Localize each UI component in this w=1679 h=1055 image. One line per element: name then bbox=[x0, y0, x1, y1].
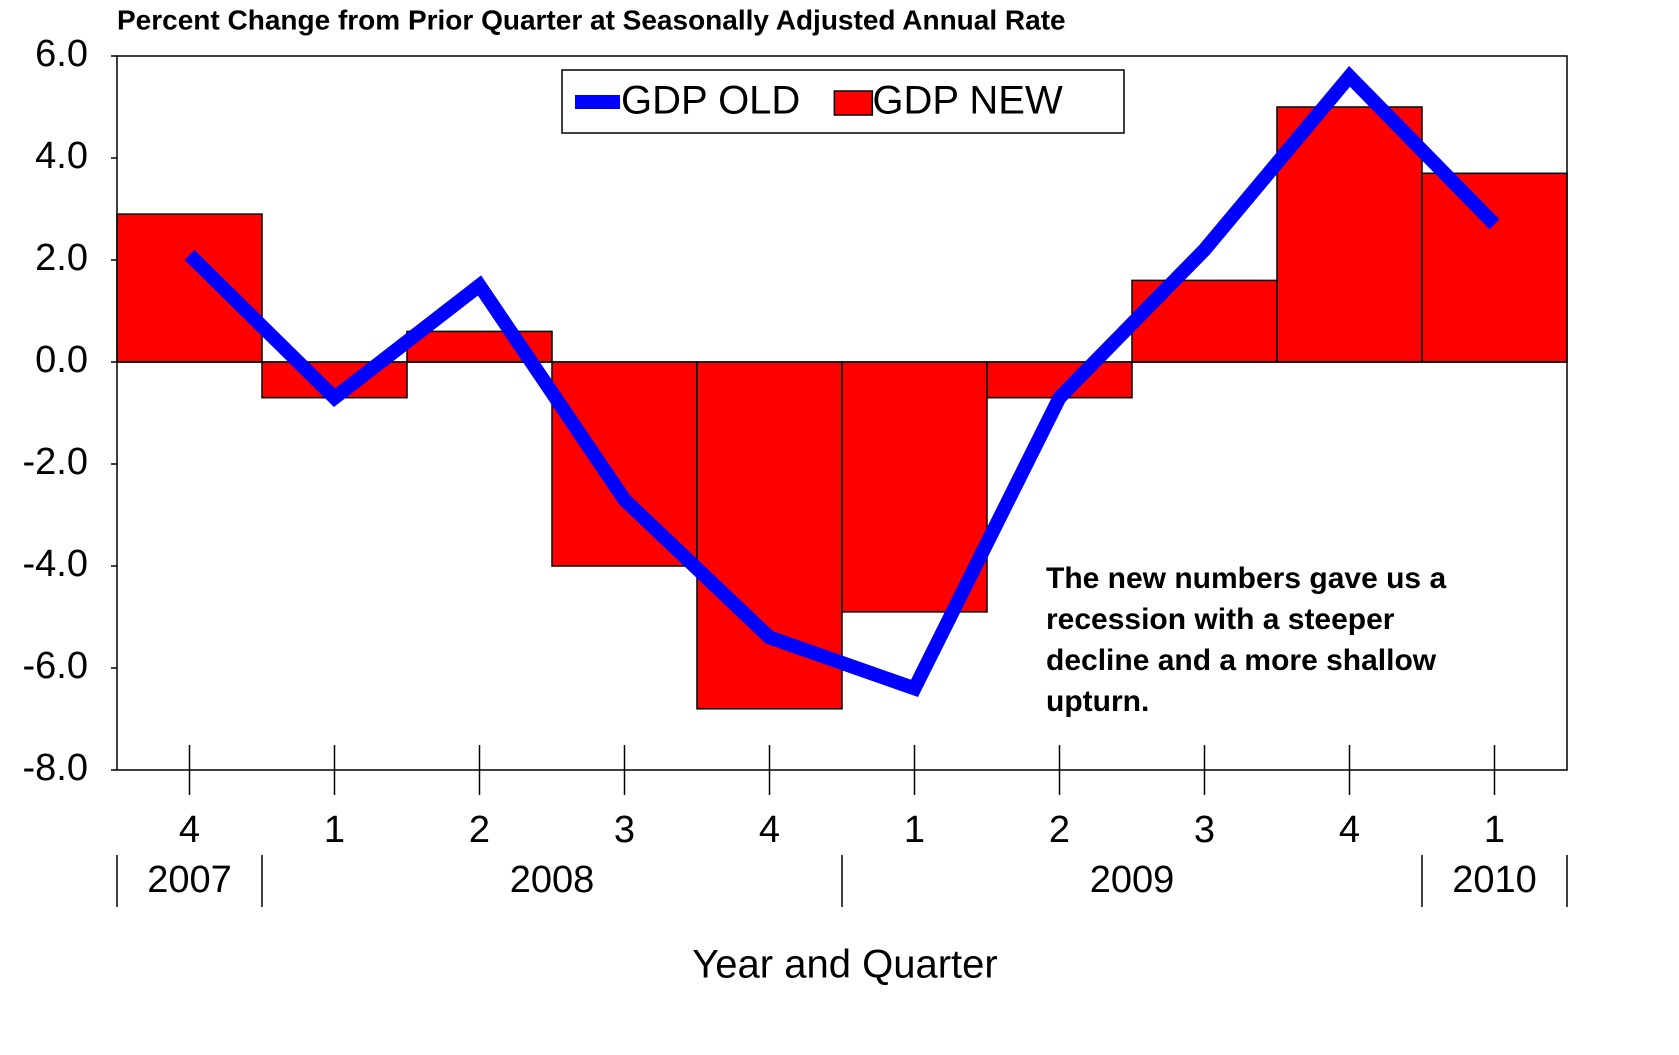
y-tick-label: -8.0 bbox=[23, 747, 88, 789]
x-tick-label: 2 bbox=[469, 809, 490, 851]
year-label: 2008 bbox=[510, 859, 595, 901]
x-tick-label: 2 bbox=[1049, 809, 1070, 851]
x-tick-label: 3 bbox=[1194, 809, 1215, 851]
y-tick-label: 0.0 bbox=[35, 339, 88, 381]
bar bbox=[551, 361, 698, 567]
annotation: The new numbers gave us a bbox=[1046, 562, 1446, 595]
x-tick-label: 4 bbox=[1339, 809, 1360, 851]
x-axis-label: Year and Quarter bbox=[692, 943, 997, 987]
annotation: upturn. bbox=[1046, 685, 1149, 718]
y-tick-label: 4.0 bbox=[35, 135, 88, 177]
chart-title: Percent Change from Prior Quarter at Sea… bbox=[117, 4, 1066, 35]
legend-label: GDP NEW bbox=[872, 79, 1063, 123]
year-label: 2009 bbox=[1090, 859, 1175, 901]
x-tick-label: 4 bbox=[759, 809, 780, 851]
y-tick-label: 2.0 bbox=[35, 237, 88, 279]
x-tick-label: 4 bbox=[179, 809, 200, 851]
x-tick-label: 1 bbox=[1484, 809, 1505, 851]
y-tick-label: 6.0 bbox=[35, 33, 88, 75]
bar bbox=[1421, 172, 1568, 363]
year-label: 2010 bbox=[1452, 859, 1537, 901]
annotation: decline and a more shallow bbox=[1046, 644, 1437, 677]
line bbox=[184, 65, 1500, 698]
plot-frame bbox=[116, 55, 1568, 771]
y-tick-label: -6.0 bbox=[23, 645, 88, 687]
legend-swatch bbox=[833, 90, 874, 116]
x-tick-label: 1 bbox=[324, 809, 345, 851]
year-label: 2007 bbox=[147, 859, 232, 901]
x-tick-label: 1 bbox=[904, 809, 925, 851]
x-tick-label: 3 bbox=[614, 809, 635, 851]
annotation: recession with a steeper bbox=[1046, 603, 1395, 636]
bar bbox=[116, 213, 263, 363]
bar bbox=[841, 361, 988, 613]
y-tick-label: -2.0 bbox=[23, 441, 88, 483]
legend-label: GDP OLD bbox=[621, 79, 800, 123]
y-tick-label: -4.0 bbox=[23, 543, 88, 585]
